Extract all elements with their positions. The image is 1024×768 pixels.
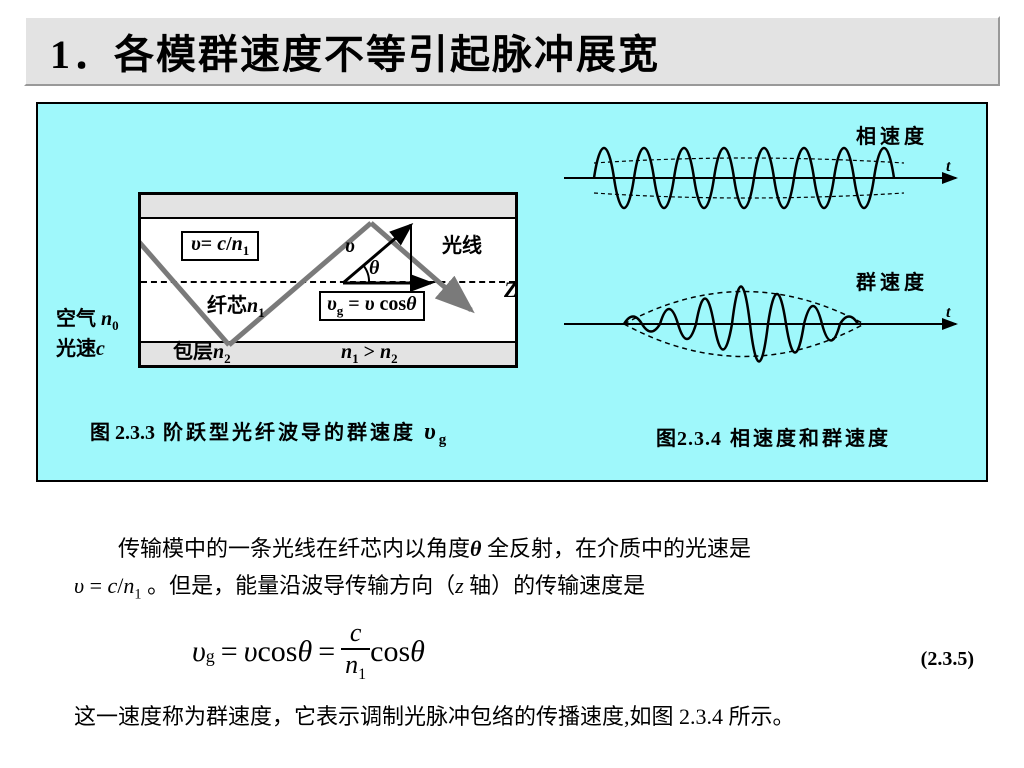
eq-c: c	[346, 620, 366, 648]
cap-r-text: 相速度和群速度	[722, 428, 891, 450]
core-n1: n	[247, 295, 258, 317]
eq-m1: =	[221, 635, 238, 669]
p1-n: n	[123, 573, 134, 598]
eq-frac: c n1	[341, 620, 370, 683]
figure-right-caption: 图2.3.4 相速度和群速度	[656, 422, 891, 451]
fiber-panel: υ= c/n1 υ θ 纤芯n1 υg = υ cosθ 包层n2 n1 > n…	[138, 192, 518, 368]
nn1: n	[341, 341, 352, 363]
p1c2: 。但是，能量沿波导传输方向（	[142, 573, 456, 598]
core-text: 纤芯	[207, 295, 247, 317]
gt: >	[359, 341, 380, 363]
group-velocity-label: 群速度	[856, 266, 928, 295]
eq-th1: θ	[297, 635, 312, 669]
n1-gt-n2: n1 > n2	[341, 341, 398, 367]
vg-formula-box: υg = υ cosθ	[319, 291, 425, 321]
vg-cos: cos	[375, 293, 407, 315]
clad-text: 包层	[173, 341, 213, 363]
p1-z: z	[455, 573, 464, 598]
eq-n1s: 1	[358, 666, 366, 683]
vg-lhs: υ	[327, 293, 337, 315]
v-n-sub: 1	[243, 243, 250, 258]
eq-u: υ	[244, 635, 258, 669]
ls-c: c	[96, 338, 105, 360]
core-label: 纤芯n1	[207, 289, 265, 321]
z-axis-label: Z	[504, 277, 517, 303]
vg-eq: =	[343, 293, 364, 315]
cladding-label: 包层n2	[173, 335, 231, 367]
light-ray-label: 光线	[442, 229, 482, 258]
eq-th2: θ	[410, 635, 425, 669]
p1c3: 轴）的传输速度是	[464, 573, 646, 598]
slide-title: 1．各模群速度不等引起脉冲展宽	[24, 16, 1000, 86]
p1a: 传输模中的一条光线在纤芯内以角度	[118, 536, 470, 561]
cap-l-sub: g	[439, 432, 450, 448]
theta-label: θ	[369, 257, 379, 280]
equation-number: (2.3.5)	[921, 648, 974, 671]
core-n1-sub: 1	[258, 305, 265, 320]
figure-left-caption: 图 2.3.3 阶跃型光纤波导的群速度 υg	[90, 416, 449, 449]
figure-area: υ= c/n1 υ θ 纤芯n1 υg = υ cosθ 包层n2 n1 > n…	[36, 102, 988, 482]
cap-l-prefix: 图 2.3.3	[90, 422, 155, 444]
eq-cos1: cos	[257, 635, 297, 669]
t-axis-1: t	[946, 158, 950, 176]
body-paragraph-1: 传输模中的一条光线在纤芯内以角度θ 全反射，在介质中的光速是 υ = c/n1 …	[74, 530, 954, 607]
phase-velocity-label: 相速度	[856, 120, 928, 149]
cap-l-text: 阶跃型光纤波导的群速度	[155, 422, 424, 444]
air-n0-sub: 0	[112, 318, 119, 333]
lightspeed-label: 光速c	[56, 332, 105, 361]
ls-text: 光速	[56, 338, 96, 360]
body-paragraph-2: 这一速度称为群速度，它表示调制光脉冲包络的传播速度,如图 2.3.4 所示。	[74, 698, 954, 735]
eq-lhs: υ	[192, 635, 206, 669]
p1-ns: 1	[134, 587, 141, 603]
eq-m2: =	[318, 635, 335, 669]
upsilon-label: υ	[345, 235, 355, 258]
air-n0: n	[101, 308, 112, 330]
velocity-formula-box: υ= c/n1	[181, 231, 259, 261]
p1-c: c	[108, 573, 118, 598]
clad-n2-sub: 2	[224, 351, 231, 366]
clad-n2: n	[213, 341, 224, 363]
v-n: n	[232, 233, 243, 255]
eq-n1: n	[345, 650, 358, 679]
v-eq: =	[201, 233, 212, 255]
eq-lhs-sub: g	[206, 646, 215, 667]
vg-theta: θ	[406, 293, 416, 315]
nn2s: 2	[391, 351, 398, 366]
eq-cos2: cos	[370, 635, 410, 669]
v-c: c	[217, 233, 226, 255]
main-equation: υg = υ cos θ = c n1 cos θ	[192, 620, 425, 683]
p1b: 全反射，在介质中的光速是	[481, 536, 751, 561]
v-sym: υ	[191, 233, 201, 255]
cap-l-sym: υ	[424, 419, 439, 445]
p1-eq: =	[84, 573, 107, 598]
vg-u: υ	[365, 293, 375, 315]
p1-u: υ	[74, 573, 84, 598]
cap-r-prefix: 图2.3.4	[656, 428, 722, 450]
eq-den: n1	[341, 648, 370, 683]
p1-theta: θ	[470, 536, 481, 561]
nn2: n	[380, 341, 391, 363]
air-text: 空气	[56, 308, 96, 330]
air-label: 空气 n0	[56, 302, 119, 334]
t-axis-2: t	[946, 304, 950, 322]
